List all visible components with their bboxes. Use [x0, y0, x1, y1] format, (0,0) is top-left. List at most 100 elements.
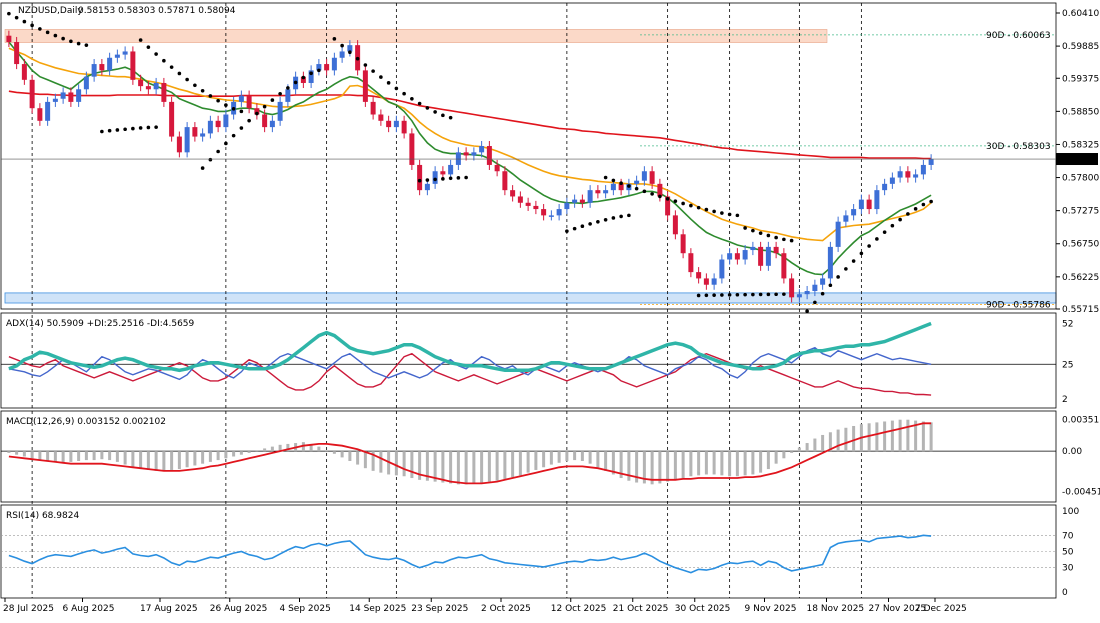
candle-body: [874, 190, 880, 210]
sar-dot: [580, 224, 585, 229]
macd-hist-bar: [139, 451, 143, 470]
candle-body: [765, 246, 771, 266]
macd-hist-bar: [480, 451, 484, 483]
sar-dot: [123, 127, 127, 132]
candle-body: [835, 221, 841, 247]
sar-dot: [402, 91, 406, 96]
candle-body: [169, 101, 175, 137]
candle-body: [789, 278, 795, 298]
sar-dot: [665, 197, 670, 201]
sar-dot: [890, 223, 895, 228]
sar-dot: [696, 205, 701, 210]
candle-body: [595, 190, 601, 194]
sar-dot: [216, 98, 220, 103]
candle-body: [618, 183, 624, 191]
date-tick-label: 26 Aug 2025: [210, 604, 268, 614]
macd-hist-bar: [573, 451, 577, 461]
sar-dot: [286, 86, 290, 90]
candle-body: [99, 64, 105, 71]
candle-body: [494, 164, 500, 172]
price-tick-label: 0.56225: [1062, 273, 1099, 283]
price-tick-label: 0.57800: [1062, 174, 1099, 184]
sar-dot: [69, 39, 73, 44]
sar-dot: [224, 103, 228, 107]
macd-tick-label: -0.004516: [1062, 488, 1100, 498]
panel-frame: [0, 410, 1057, 503]
macd-hist-bar: [526, 451, 530, 473]
macd-hist-bar: [92, 451, 96, 461]
macd-hist-bar: [7, 451, 11, 453]
candle-body: [486, 146, 492, 165]
macd-hist-bar: [697, 451, 701, 476]
sar-dot: [813, 300, 817, 305]
candle-body: [6, 35, 12, 43]
sar-dot: [596, 219, 600, 224]
sar-dot: [216, 149, 220, 154]
candle-body: [29, 79, 35, 109]
sar-dot: [735, 292, 740, 297]
sar-dot: [766, 292, 771, 297]
sar-dot: [76, 41, 81, 46]
sar-dot: [262, 104, 267, 109]
rsi-tick-label: 0: [1062, 588, 1068, 598]
candle-body: [634, 180, 640, 184]
macd-hist-bar: [658, 451, 662, 484]
sar-dot: [417, 178, 422, 183]
sar-dot: [805, 309, 809, 314]
candle-body: [424, 183, 430, 191]
macd-hist-bar: [836, 429, 840, 452]
macd-hist-bar: [689, 451, 693, 477]
macd-hist-bar: [898, 419, 902, 452]
candle-body: [107, 57, 113, 71]
candle-body: [812, 284, 818, 292]
candle-body: [207, 120, 213, 134]
candle-body: [52, 98, 58, 102]
price-level-label: 90D - 0.60063: [986, 31, 1051, 41]
date-tick-label: 4 Sep 2025: [280, 604, 331, 614]
macd-hist-bar: [828, 432, 832, 452]
sar-dot: [332, 37, 337, 41]
macd-hist-bar: [821, 434, 825, 452]
macd-hist-bar: [286, 443, 290, 452]
candle-body: [680, 234, 686, 254]
macd-hist-bar: [619, 451, 623, 479]
date-tick-label: 18 Nov 2025: [807, 604, 865, 614]
sar-dot: [913, 207, 918, 211]
macd-hist-bar: [921, 421, 925, 452]
zones-layer: [4, 29, 1057, 304]
macd-tick-label: 0.003517: [1062, 416, 1100, 426]
sar-dot: [371, 69, 375, 73]
date-tick-label: 6 Aug 2025: [63, 604, 115, 614]
macd-hist-bar: [77, 451, 81, 461]
sar-dot: [394, 86, 399, 91]
macd-hist-bar: [790, 451, 794, 453]
macd-hist-bar: [46, 451, 50, 461]
sar-dot: [154, 52, 158, 56]
macd-hist-bar: [216, 451, 220, 461]
macd-hist-bar: [487, 451, 491, 482]
candle-body: [672, 215, 678, 235]
sar-dot: [200, 88, 205, 93]
candle-body: [734, 253, 740, 260]
candle-body: [21, 64, 27, 80]
macd-hist-bar: [635, 451, 639, 483]
candle-body: [300, 76, 306, 83]
macd-hist-bar: [177, 451, 181, 470]
candle-body: [556, 209, 562, 216]
sar-dot: [208, 94, 213, 98]
rsi-tick-label: 30: [1062, 564, 1074, 574]
macd-hist-bar: [356, 451, 360, 465]
date-tick-label: 30 Oct 2025: [675, 604, 731, 614]
candle-body: [331, 57, 337, 71]
sar-dot: [634, 186, 639, 191]
sar-dot: [735, 213, 740, 218]
macd-hist-bar: [495, 451, 499, 481]
candle-body: [525, 202, 531, 206]
labels-layer: NZDUSD,Daily 0.58153 0.58303 0.57871 0.5…: [6, 6, 236, 521]
candle-body: [758, 246, 764, 266]
candle-body: [851, 209, 857, 216]
sar-dot: [603, 217, 608, 222]
sar-dot: [611, 178, 616, 183]
macd-hist-bar: [146, 451, 150, 470]
